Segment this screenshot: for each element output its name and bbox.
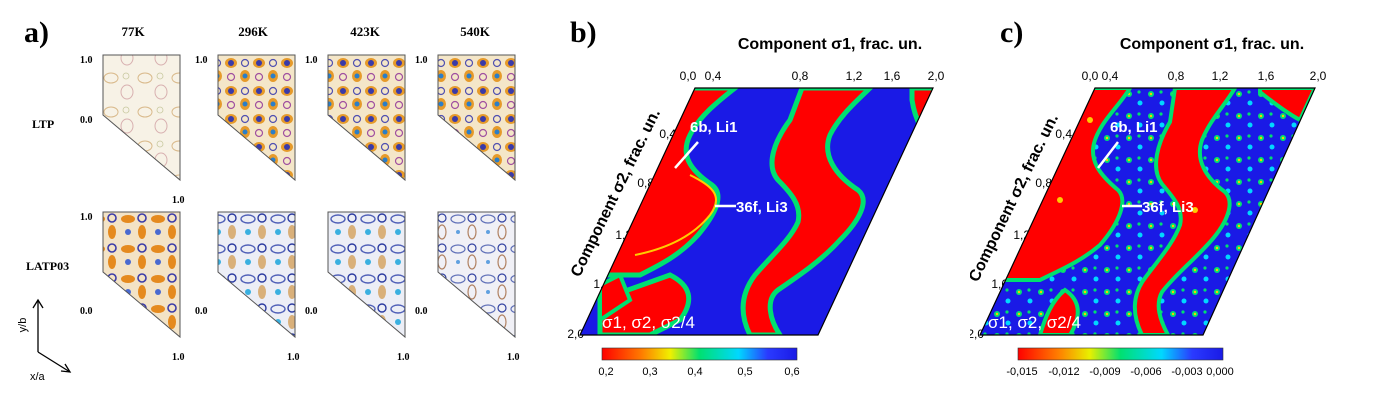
map-ltp-540k (437, 54, 516, 182)
panel-c-annotations: 6b, Li1 36f, Li3 σ1, σ2, σ2/4 (988, 119, 1194, 332)
map-latp03-77k (102, 211, 181, 339)
panel-c-cbar-tick-1: -0,012 (1048, 366, 1079, 378)
map-latp03-540k (437, 211, 516, 339)
panel-b-cbar-tick-0: 0,2 (598, 366, 613, 378)
ltp-axis-top-label: 1.0 (80, 55, 93, 66)
temp-label-423: 423K (350, 24, 381, 39)
latp-axis-origin-label: 0.0 (80, 306, 93, 317)
panel-b-x-tick-1: 0,4 (705, 69, 722, 83)
panel-b-pointer-li1 (674, 141, 699, 169)
map-latp03-296k (217, 211, 296, 339)
panel-b-colorbar-ticks: 0,2 0,3 0,4 0,5 0,6 (598, 366, 799, 378)
panel-b-cbar-tick-2: 0,4 (687, 366, 702, 378)
panel-c-label: c) (1000, 16, 1023, 49)
panel-c-frame (979, 87, 1316, 336)
panel-c: c) Component σ1, frac. un. Component σ2,… (970, 0, 1386, 400)
map-ltp-296k (217, 54, 296, 182)
x-axis-label: x/a (30, 371, 46, 383)
panel-b: b) Component σ1, frac. un. Component σ2,… (540, 0, 970, 400)
panel-b-svg: b) Component σ1, frac. un. Component σ2,… (567, 16, 945, 378)
ltp-423-top-label: 1.0 (305, 55, 318, 66)
panel-c-y-tick-1: 0,4 (1055, 127, 1072, 141)
temp-label-296: 296K (238, 24, 269, 39)
panel-c-x-tick-2: 0,8 (1168, 69, 1185, 83)
ltp-296-top-label: 1.0 (195, 55, 208, 66)
panel-b-colorbar (601, 347, 798, 361)
panel-c-x-tick-0: 0,0 (1082, 69, 1099, 83)
panel-a: a) 77K 296K 423K 540K LTP LATP03 1.0 0.0… (0, 0, 540, 400)
panel-b-label-li1: 6b, Li1 (690, 119, 738, 136)
panel-c-x-title: Component σ1, frac. un. (1120, 36, 1304, 53)
panel-c-y-ticks: 0,4 0,8 1,2 1,6 2,0 (970, 127, 1072, 341)
panel-b-x-tick-4: 1,6 (884, 69, 901, 83)
panel-c-x-tick-1: 0,4 (1102, 69, 1119, 83)
panel-c-y-tick-5: 2,0 (970, 327, 984, 341)
panel-b-label-li3: 36f, Li3 (736, 199, 788, 216)
panel-c-cbar-tick-2: -0,009 (1089, 366, 1120, 378)
panel-c-label-li1: 6b, Li1 (1110, 119, 1158, 136)
panel-b-x-tick-5: 2,0 (928, 69, 945, 83)
panel-c-y-tick-2: 0,8 (1035, 176, 1052, 190)
axes-arrow-icon (32, 298, 72, 373)
panel-c-section-label: σ1, σ2, σ2/4 (988, 313, 1081, 332)
row-label-latp03: LATP03 (26, 259, 69, 273)
panel-b-x-tick-0: 0,0 (680, 69, 697, 83)
panel-c-label-li3: 36f, Li3 (1142, 199, 1194, 216)
panel-c-cbar-tick-4: -0,003 (1171, 366, 1202, 378)
latp-296-origin-label: 0.0 (195, 306, 208, 317)
panel-b-cbar-tick-1: 0,3 (642, 366, 657, 378)
panel-b-cbar-tick-4: 0,6 (784, 366, 799, 378)
panel-c-svg: c) Component σ1, frac. un. Component σ2,… (970, 16, 1327, 378)
latp-540-origin-label: 0.0 (415, 306, 428, 317)
panel-c-colorbar (1017, 347, 1224, 361)
map-latp03-423k (327, 211, 406, 339)
panel-b-annotations: 6b, Li1 36f, Li3 σ1, σ2, σ2/4 (602, 119, 788, 332)
panel-b-label: b) (570, 16, 597, 49)
map-ltp-77k (102, 54, 181, 182)
panel-c-cbar-tick-5: 0,000 (1206, 366, 1234, 378)
panel-b-x-tick-2: 0,8 (792, 69, 809, 83)
temp-label-77: 77K (121, 24, 145, 39)
panel-b-y-tick-5: 2,0 (567, 327, 584, 341)
panel-b-x-tick-3: 1,2 (846, 69, 863, 83)
ltp-540-top-label: 1.0 (415, 55, 428, 66)
panel-c-x-ticks: 0,0 0,4 0,8 1,2 1,6 2,0 (1082, 69, 1327, 83)
panel-b-cbar-tick-3: 0,5 (737, 366, 752, 378)
latp-axis-right-label: 1.0 (172, 352, 185, 363)
panel-c-colorbar-ticks: -0,015 -0,012 -0,009 -0,006 -0,003 0,000 (1006, 366, 1233, 378)
panel-c-x-tick-4: 1,6 (1258, 69, 1275, 83)
panel-c-x-tick-5: 2,0 (1310, 69, 1327, 83)
row-label-ltp: LTP (32, 117, 54, 131)
panel-b-section-label: σ1, σ2, σ2/4 (602, 313, 695, 332)
panel-a-label: a) (24, 16, 49, 49)
panel-b-frame (579, 87, 934, 336)
panel-a-svg: a) 77K 296K 423K 540K LTP LATP03 1.0 0.0… (17, 16, 520, 383)
panel-b-x-ticks: 0,0 0,4 0,8 1,2 1,6 2,0 (680, 69, 945, 83)
panel-c-pointer-li1 (1097, 141, 1119, 169)
latp-423-right-label: 1.0 (397, 352, 410, 363)
panel-c-cbar-tick-3: -0,006 (1130, 366, 1161, 378)
panel-c-cbar-tick-0: -0,015 (1006, 366, 1037, 378)
latp-296-right-label: 1.0 (287, 352, 300, 363)
latp-axis-top-label: 1.0 (80, 212, 93, 223)
ltp-axis-right-label: 1.0 (172, 195, 185, 206)
y-axis-label: y/b (17, 318, 29, 333)
ltp-axis-origin-label: 0.0 (80, 115, 93, 126)
temp-label-540: 540K (460, 24, 491, 39)
latp-540-right-label: 1.0 (507, 352, 520, 363)
latp-423-origin-label: 0.0 (305, 306, 318, 317)
panel-b-x-title: Component σ1, frac. un. (738, 36, 922, 53)
map-ltp-423k (327, 54, 406, 182)
panel-c-x-tick-3: 1,2 (1212, 69, 1229, 83)
